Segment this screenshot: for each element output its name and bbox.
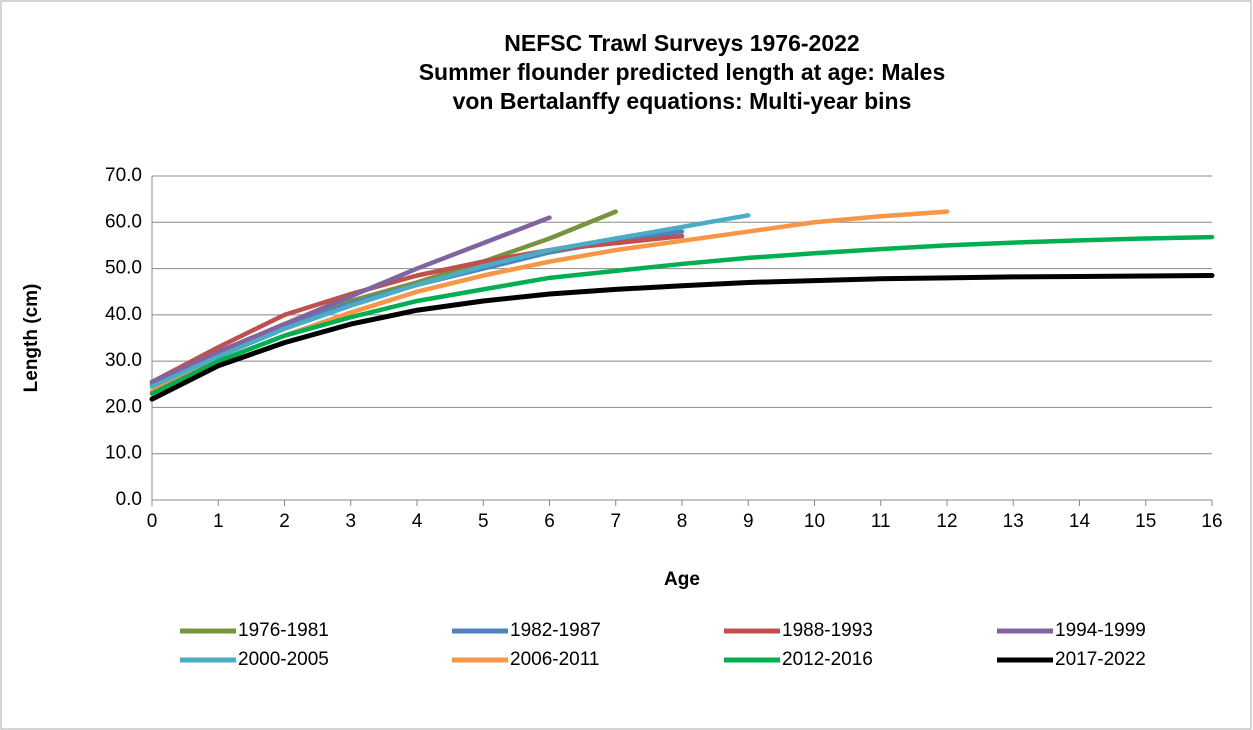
x-tick-label: 5 (478, 511, 489, 532)
x-tick-label: 12 (936, 511, 957, 532)
chart-title: NEFSC Trawl Surveys 1976-2022 (504, 30, 859, 56)
x-tick-label: 8 (677, 511, 688, 532)
x-tick-label: 7 (610, 511, 621, 532)
x-axis-title: Age (664, 569, 700, 590)
series-line (149, 215, 552, 385)
series-line (149, 233, 685, 385)
x-tick-label: 16 (1201, 511, 1222, 532)
legend-label: 2000-2005 (238, 649, 329, 670)
legend-label: 1988-1993 (782, 620, 873, 641)
y-tick-label: 30.0 (105, 350, 142, 371)
y-tick-label: 60.0 (105, 211, 142, 232)
chart-title: von Bertalanffy equations: Multi-year bi… (453, 88, 912, 114)
y-tick-label: 40.0 (105, 304, 142, 325)
x-tick-label: 10 (804, 511, 825, 532)
legend-label: 2006-2011 (510, 649, 599, 670)
series-line (149, 273, 1215, 402)
x-tick-label: 0 (147, 511, 158, 532)
legend-label: 1982-1987 (510, 620, 601, 641)
x-tick-label: 2 (279, 511, 290, 532)
legend-label: 1976-1981 (238, 620, 329, 641)
x-tick-label: 13 (1003, 511, 1024, 532)
x-tick-label: 3 (345, 511, 356, 532)
x-tick-label: 9 (743, 511, 754, 532)
x-tick-label: 4 (412, 511, 423, 532)
series-line (149, 234, 1215, 396)
legend-label: 1994-1999 (1055, 620, 1146, 641)
series-line (149, 213, 751, 389)
legend-label: 2012-2016 (782, 649, 873, 670)
x-tick-label: 15 (1135, 511, 1156, 532)
x-tick-label: 6 (544, 511, 555, 532)
y-tick-label: 10.0 (105, 443, 142, 464)
x-tick-label: 11 (871, 511, 891, 532)
y-axis-title: Length (cm) (21, 284, 42, 393)
x-tick-label: 1 (213, 511, 224, 532)
legend-label: 2017-2022 (1055, 649, 1146, 670)
y-tick-label: 0.0 (116, 489, 142, 510)
chart-title: Summer flounder predicted length at age:… (419, 59, 946, 85)
y-tick-label: 70.0 (105, 165, 142, 186)
y-tick-label: 20.0 (105, 396, 142, 417)
x-tick-label: 14 (1069, 511, 1091, 532)
y-tick-label: 50.0 (105, 258, 142, 279)
